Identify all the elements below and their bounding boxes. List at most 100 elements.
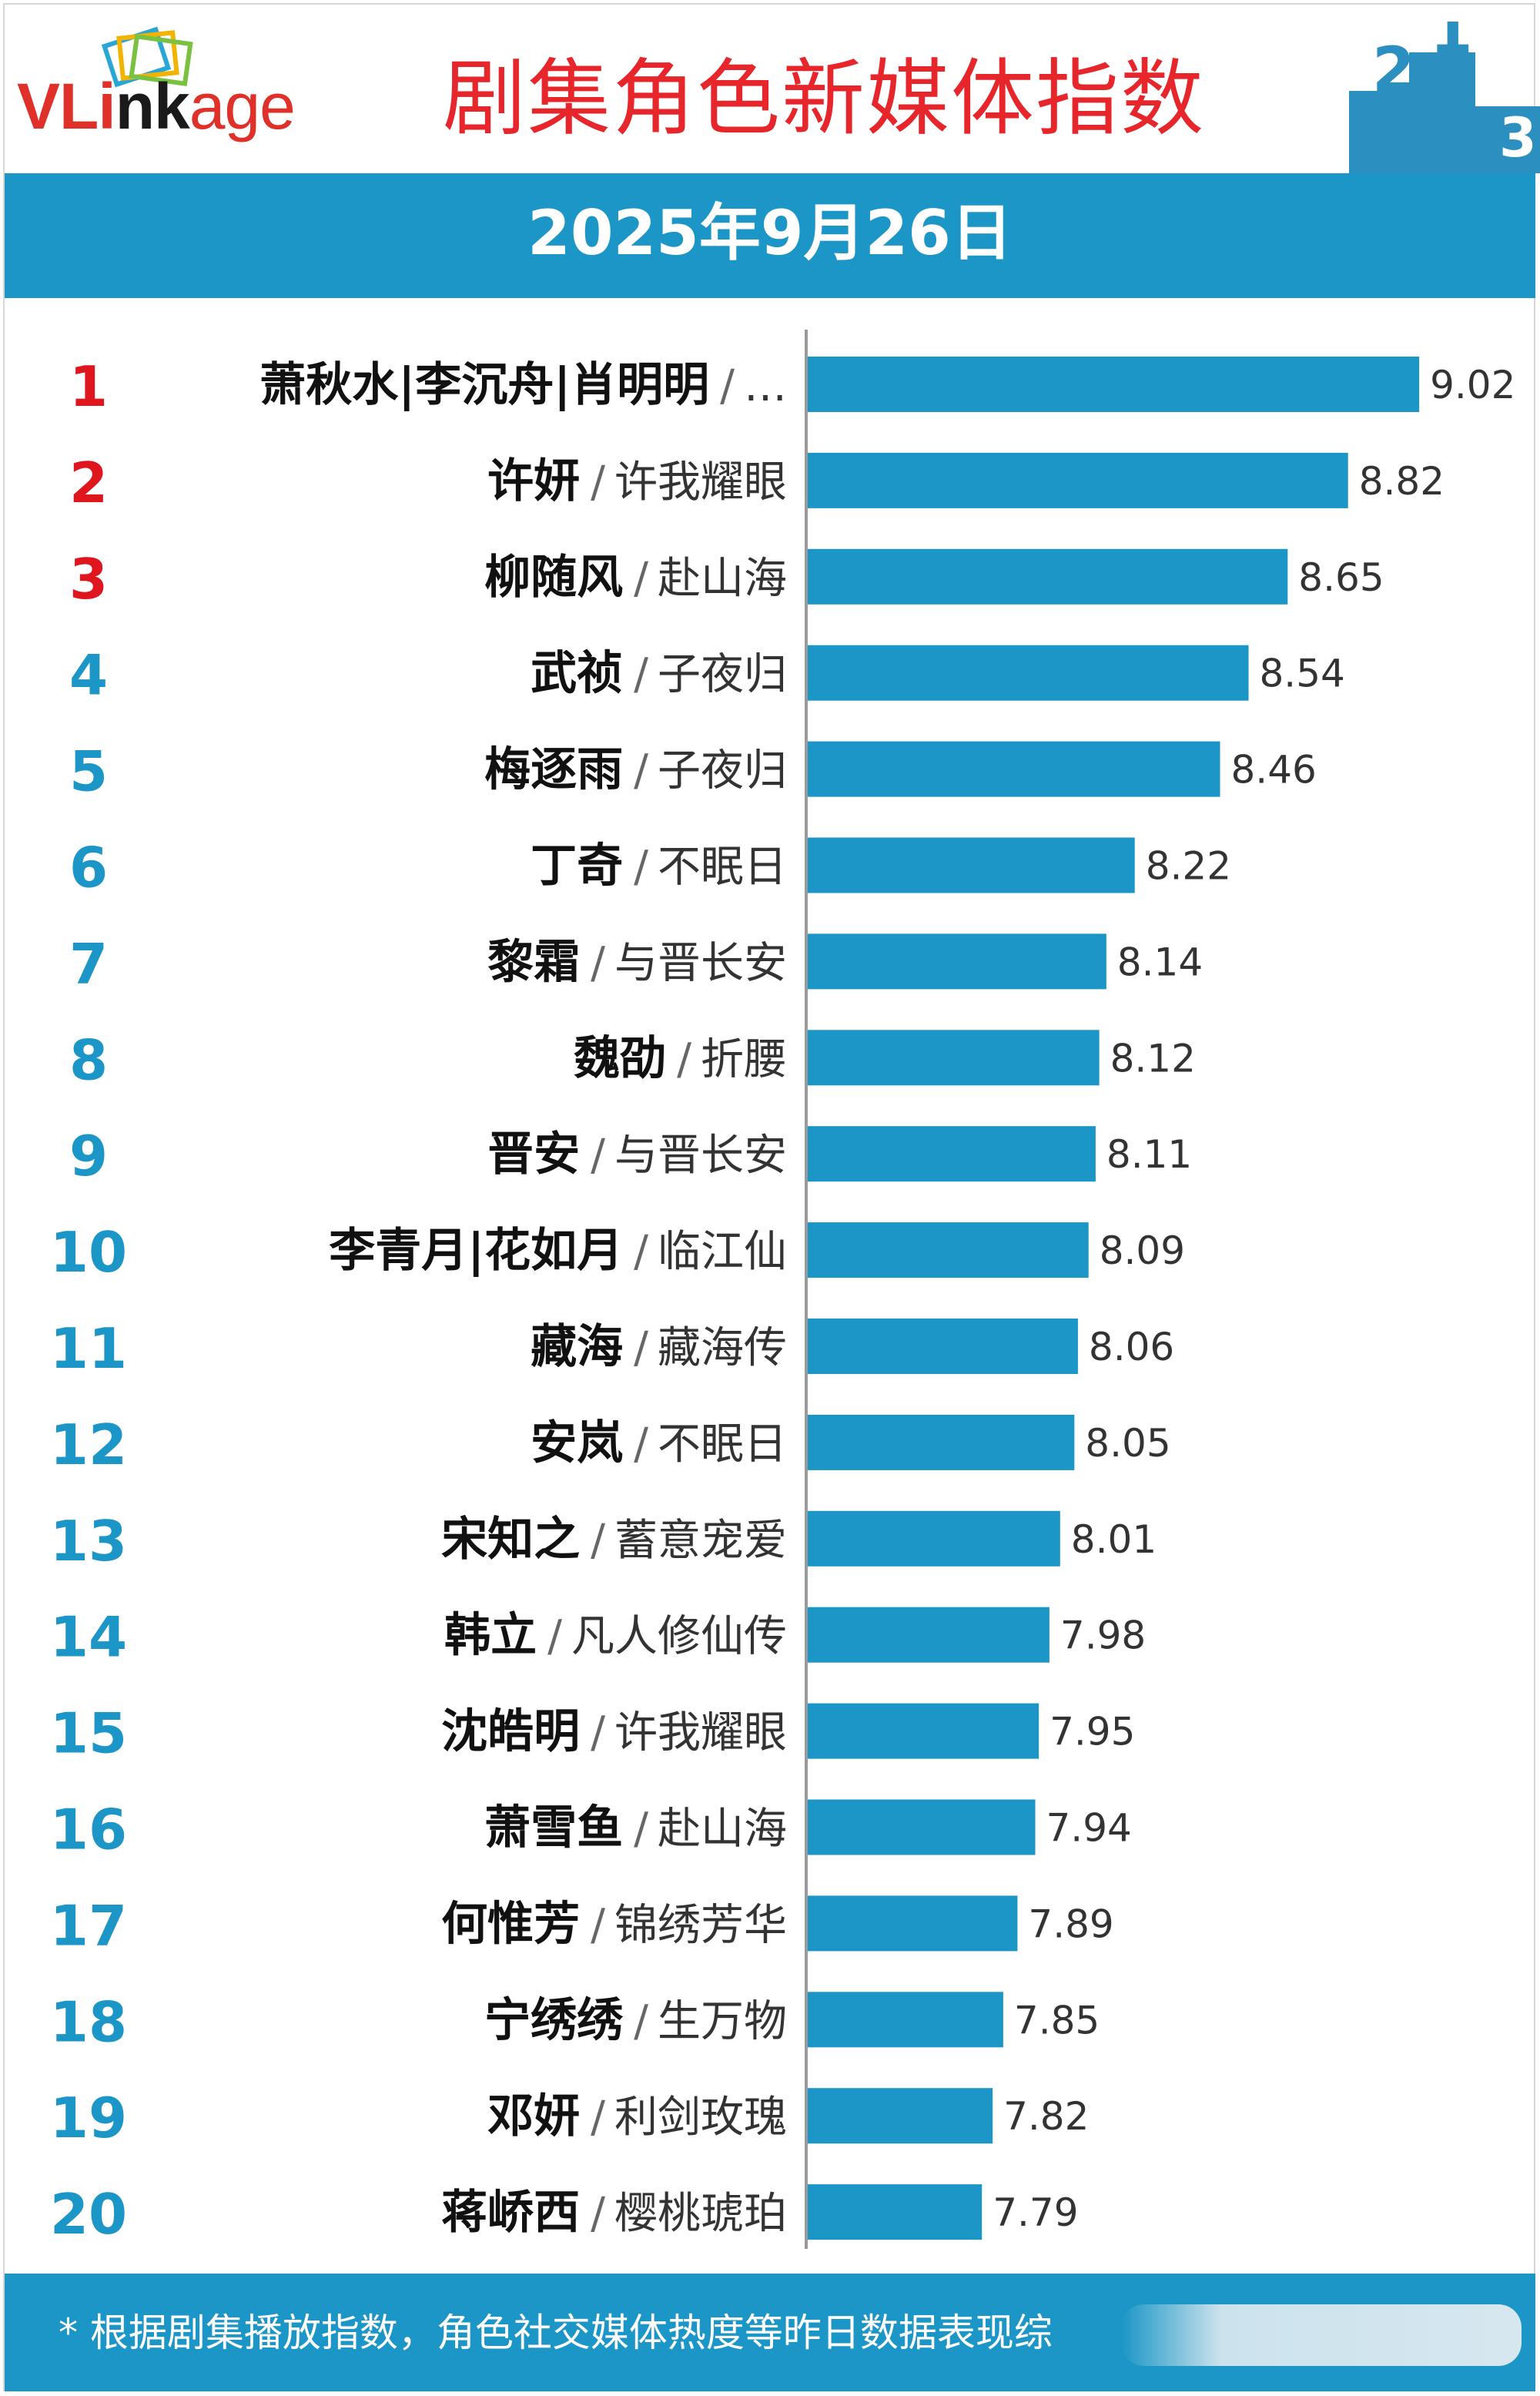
rank-number: 18 xyxy=(50,1989,127,2054)
bar xyxy=(808,452,1348,508)
row-label: 沈皓明 / 许我耀眼 xyxy=(441,1705,787,1759)
drama-name: 许我耀眼 xyxy=(614,1708,787,1758)
row-label: 武祯 / 子夜归 xyxy=(531,647,787,701)
character-name: 邓妍 xyxy=(487,2089,580,2143)
bar xyxy=(808,1222,1089,1278)
logo-wordmark: VLinkage xyxy=(17,70,296,142)
row-label: 黎霜 / 与晋长安 xyxy=(487,935,787,989)
character-name: 许妍 xyxy=(487,454,580,508)
logo-cards-icon xyxy=(101,26,193,88)
label-separator: / xyxy=(634,1805,648,1855)
bar xyxy=(808,837,1135,893)
svg-text:3: 3 xyxy=(1499,106,1537,169)
row-label: 魏劭 / 折腰 xyxy=(574,1031,787,1085)
label-separator: / xyxy=(591,938,605,988)
character-name: 李青月|花如月 xyxy=(329,1224,623,1278)
svg-text:1: 1 xyxy=(1430,22,1473,67)
character-name: 晋安 xyxy=(487,1128,580,1181)
value-label: 8.12 xyxy=(1110,1036,1196,1081)
label-separator: / xyxy=(547,1612,562,1662)
page-title: 剧集角色新媒体指数 xyxy=(442,51,1205,147)
date-label: 2025年9月26日 xyxy=(527,197,1013,269)
value-label: 7.89 xyxy=(1028,1902,1113,1946)
value-label: 8.05 xyxy=(1085,1421,1170,1466)
label-separator: / xyxy=(634,554,648,604)
value-label: 8.54 xyxy=(1260,652,1345,696)
label-separator: / xyxy=(634,1323,648,1373)
drama-name: 折腰 xyxy=(701,1034,787,1084)
bar xyxy=(808,741,1220,797)
rank-number: 12 xyxy=(50,1412,127,1477)
rank-number: 3 xyxy=(69,547,108,612)
character-name: 蒋峤西 xyxy=(441,2186,580,2240)
character-name: 何惟芳 xyxy=(441,1897,580,1951)
value-label: 8.82 xyxy=(1359,459,1445,504)
value-label: 7.85 xyxy=(1014,1998,1100,2042)
svg-text:2: 2 xyxy=(1372,34,1415,106)
value-label: 9.02 xyxy=(1430,363,1515,407)
drama-name: 藏海传 xyxy=(658,1323,787,1373)
value-label: 7.82 xyxy=(1003,2094,1089,2139)
row-label: 梅逐雨 / 子夜归 xyxy=(484,743,787,797)
drama-name: 凡人修仙传 xyxy=(571,1612,787,1662)
drama-name: 利剑玫瑰 xyxy=(614,2093,787,2143)
value-label: 8.22 xyxy=(1146,844,1231,889)
bar xyxy=(808,1992,1003,2048)
value-label: 7.79 xyxy=(993,2190,1078,2235)
row-label: 许妍 / 许我耀眼 xyxy=(487,454,787,508)
rank-number: 14 xyxy=(50,1605,127,1670)
bar xyxy=(808,1510,1060,1567)
character-name: 安岚 xyxy=(531,1416,623,1470)
character-name: 宋知之 xyxy=(441,1513,580,1567)
drama-name: 赴山海 xyxy=(658,554,787,604)
watermark-blur xyxy=(1121,2304,1522,2366)
rank-number: 8 xyxy=(69,1027,108,1092)
bar xyxy=(808,1799,1036,1855)
label-separator: / xyxy=(591,2093,605,2143)
row-label: 李青月|花如月 / 临江仙 xyxy=(329,1224,787,1278)
bar xyxy=(808,1030,1100,1086)
value-label: 8.06 xyxy=(1089,1325,1174,1369)
rank-number: 17 xyxy=(50,1893,127,1958)
row-label: 宁绣绣 / 生万物 xyxy=(484,1993,787,2047)
label-separator: / xyxy=(634,1227,648,1277)
value-label: 8.65 xyxy=(1298,555,1384,600)
drama-name: 生万物 xyxy=(658,1996,787,2046)
value-label: 8.46 xyxy=(1231,748,1317,793)
bar xyxy=(808,1895,1018,1952)
header: VLinkage 剧集角色新媒体指数 2 1 3 xyxy=(0,0,1540,173)
drama-name: 子夜归 xyxy=(658,746,787,796)
row-label: 韩立 / 凡人修仙传 xyxy=(444,1609,787,1663)
bar xyxy=(808,2088,993,2144)
bar xyxy=(808,357,1420,412)
bar xyxy=(808,1126,1096,1182)
rank-number: 9 xyxy=(69,1124,108,1188)
chart-rows: 1 萧秋水|李沉舟|肖明明 /… 9.022 许妍 / 许我耀眼 8.823 柳随风 / 赴山海 8.… xyxy=(50,354,1516,2247)
rank-number: 11 xyxy=(50,1316,127,1381)
drama-name: 许我耀眼 xyxy=(614,457,787,508)
rank-number: 1 xyxy=(69,354,108,419)
row-label: 丁奇 / 不眠日 xyxy=(531,839,787,893)
row-label: 宋知之 / 蓄意宠爱 xyxy=(441,1513,787,1567)
character-name: 韩立 xyxy=(444,1609,537,1663)
row-label: 柳随风 / 赴山海 xyxy=(484,551,787,605)
bar xyxy=(808,2184,983,2240)
label-separator: / xyxy=(591,1131,605,1181)
character-name: 魏劭 xyxy=(574,1031,666,1085)
value-label: 7.95 xyxy=(1050,1710,1135,1754)
character-name: 黎霜 xyxy=(487,935,580,989)
bar xyxy=(808,1319,1078,1374)
label-separator: / xyxy=(591,1708,605,1758)
row-label: 安岚 / 不眠日 xyxy=(531,1416,787,1470)
character-name: 丁奇 xyxy=(531,839,623,893)
character-name: 柳随风 xyxy=(484,551,623,605)
drama-name: 蓄意宠爱 xyxy=(614,1516,787,1566)
value-label: 8.01 xyxy=(1071,1517,1157,1562)
value-label: 7.94 xyxy=(1046,1806,1132,1851)
row-label: 萧秋水|李沉舟|肖明明 /… xyxy=(259,358,787,412)
bar xyxy=(808,1703,1040,1759)
bar xyxy=(808,1607,1050,1663)
rank-number: 4 xyxy=(69,643,108,708)
rank-number: 16 xyxy=(50,1798,127,1862)
